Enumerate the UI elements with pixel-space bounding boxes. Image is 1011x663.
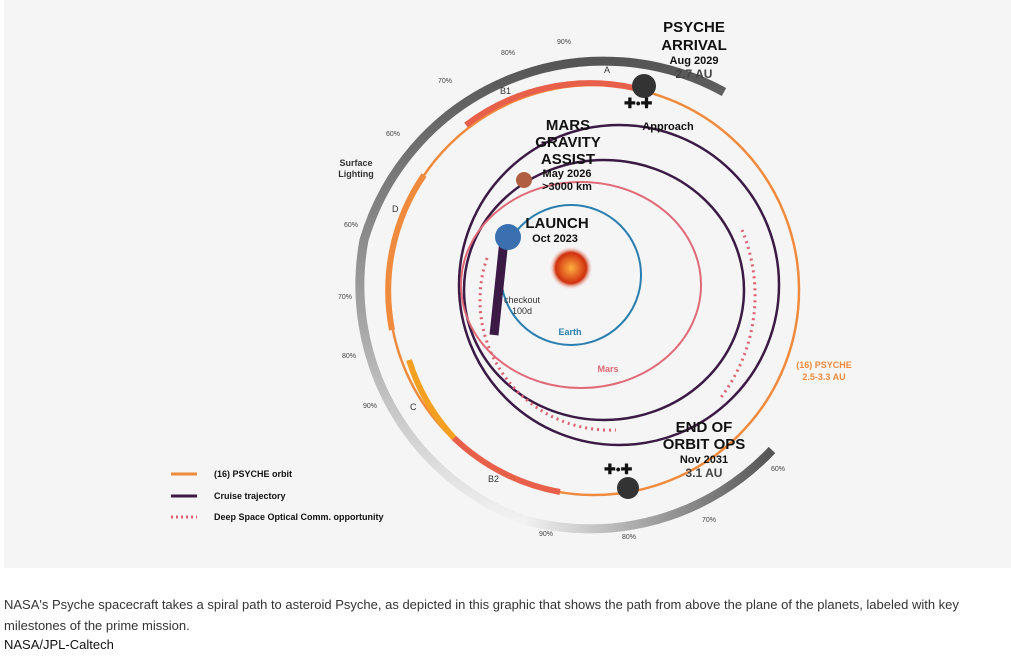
sun-icon (549, 246, 593, 290)
surface-lighting-label: Surface (339, 158, 372, 168)
cruise-trajectory-inner (462, 158, 746, 422)
optical-comm-arc-2 (717, 229, 757, 401)
psyche-orbit-range: 2.5-3.3 AU (802, 372, 845, 382)
svg-text:90%: 90% (557, 39, 571, 46)
arrival-date: Aug 2029 (670, 55, 719, 67)
mars-icon (516, 172, 532, 188)
surface-lighting-arc (355, 56, 776, 534)
phase-label-b2: B2 (488, 474, 499, 484)
phase-label-a: A (604, 65, 610, 75)
approach-label: Approach (642, 121, 694, 133)
legend-cruise-trajectory: Cruise trajectory (214, 491, 286, 501)
image-credit: NASA/JPL-Caltech (4, 637, 114, 652)
optical-comm-arc-1 (478, 257, 617, 432)
svg-text:60%: 60% (771, 466, 785, 473)
figure-caption: NASA's Psyche spacecraft takes a spiral … (4, 597, 959, 633)
mars-assist-title: ASSIST (541, 151, 595, 168)
svg-text:80%: 80% (501, 50, 515, 57)
phase-label-c: C (410, 402, 417, 412)
arrival-title: PSYCHE (663, 19, 725, 36)
svg-text:60%: 60% (386, 131, 400, 138)
mars-assist-distance: >3000 km (542, 181, 592, 193)
lighting-percent-labels: 90% 80% 70% 60% 60% 70% 80% 90% 90% 80% … (338, 39, 785, 541)
spacecraft-icon: ✚•✚ (604, 461, 633, 477)
checkout-duration: 100d (512, 306, 532, 316)
svg-text:60%: 60% (344, 222, 358, 229)
legend: (16) PSYCHE orbit Cruise trajectory Deep… (171, 469, 384, 522)
mars-assist-title: MARS (546, 117, 590, 134)
phase-label-d: D (392, 204, 399, 214)
checkout-label: checkout (504, 295, 541, 305)
phase-segment-c (406, 359, 457, 441)
launch-date: Oct 2023 (532, 233, 578, 245)
mars-label: Mars (597, 364, 618, 374)
spacecraft-icon: ✚•✚ (624, 95, 653, 111)
legend-optical-comm: Deep Space Optical Comm. opportunity (214, 512, 384, 522)
asteroid-psyche-end-icon (617, 477, 639, 499)
arrival-title: ARRIVAL (661, 37, 727, 54)
end-ops-title: END OF (676, 419, 733, 436)
svg-text:70%: 70% (702, 517, 716, 524)
earth-label: Earth (558, 327, 581, 337)
mars-orbit (460, 181, 702, 389)
mars-assist-date: May 2026 (543, 168, 592, 180)
arrival-au: 2.7 AU (676, 67, 713, 81)
psyche-orbit-label: (16) PSYCHE (796, 360, 852, 370)
svg-text:90%: 90% (363, 403, 377, 410)
end-ops-date: Nov 2031 (680, 454, 728, 466)
checkout-segment (489, 239, 509, 336)
phase-segment-b2 (451, 435, 561, 495)
mars-assist-title: GRAVITY (535, 134, 601, 151)
phase-segment-b1-a (464, 80, 635, 128)
end-ops-au: 3.1 AU (686, 466, 723, 480)
cruise-trajectory-outer (457, 123, 781, 447)
legend-psyche-orbit: (16) PSYCHE orbit (214, 469, 292, 479)
svg-text:70%: 70% (438, 78, 452, 85)
end-ops-title: ORBIT OPS (663, 436, 746, 453)
svg-text:80%: 80% (342, 353, 356, 360)
surface-lighting-label: Lighting (338, 169, 374, 179)
phase-segment-d (385, 173, 427, 331)
launch-title: LAUNCH (525, 215, 588, 232)
earth-icon (495, 224, 521, 250)
svg-text:80%: 80% (622, 534, 636, 541)
asteroid-psyche-arrival-icon (632, 74, 656, 98)
phase-label-b1: B1 (500, 86, 511, 96)
psyche-mission-diagram: ✚•✚ ✚•✚ PSYCHE ARRIVAL Aug 2029 2.7 AU A… (4, 0, 1011, 568)
svg-text:90%: 90% (539, 531, 553, 538)
svg-text:70%: 70% (338, 294, 352, 301)
